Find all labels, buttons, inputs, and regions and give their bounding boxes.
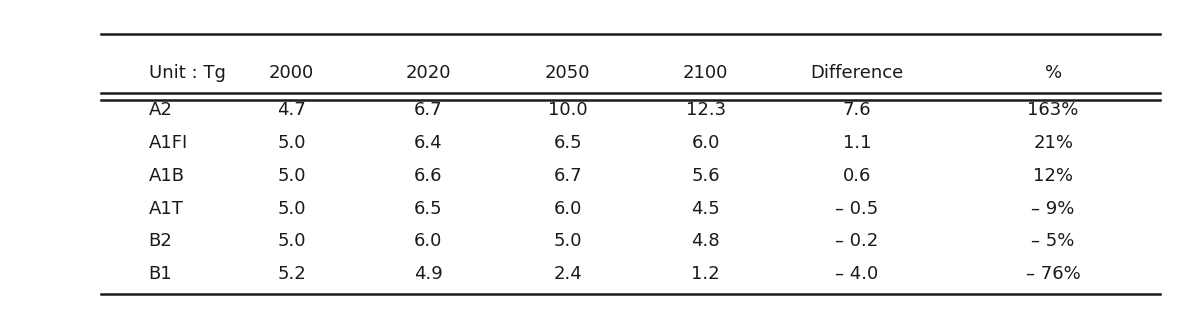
- Text: 7.6: 7.6: [843, 101, 871, 119]
- Text: 4.9: 4.9: [414, 265, 443, 283]
- Text: – 4.0: – 4.0: [835, 265, 878, 283]
- Text: 5.0: 5.0: [277, 167, 306, 185]
- Text: A1T: A1T: [149, 200, 183, 218]
- Text: A1FI: A1FI: [149, 134, 188, 152]
- Text: 0.6: 0.6: [843, 167, 871, 185]
- Text: 4.7: 4.7: [277, 101, 306, 119]
- Text: 12%: 12%: [1033, 167, 1073, 185]
- Text: %: %: [1045, 65, 1061, 83]
- Text: 5.0: 5.0: [277, 232, 306, 250]
- Text: 2050: 2050: [545, 65, 590, 83]
- Text: 1.2: 1.2: [691, 265, 720, 283]
- Text: – 9%: – 9%: [1032, 200, 1075, 218]
- Text: 5.0: 5.0: [277, 200, 306, 218]
- Text: 2100: 2100: [683, 65, 728, 83]
- Text: 10.0: 10.0: [547, 101, 588, 119]
- Text: 1.1: 1.1: [843, 134, 871, 152]
- Text: 6.0: 6.0: [553, 200, 582, 218]
- Text: 21%: 21%: [1033, 134, 1073, 152]
- Text: – 5%: – 5%: [1032, 232, 1075, 250]
- Text: 6.5: 6.5: [414, 200, 443, 218]
- Text: 2000: 2000: [269, 65, 314, 83]
- Text: 6.5: 6.5: [553, 134, 582, 152]
- Text: 4.8: 4.8: [691, 232, 720, 250]
- Text: B1: B1: [149, 265, 173, 283]
- Text: 6.0: 6.0: [414, 232, 443, 250]
- Text: 163%: 163%: [1027, 101, 1079, 119]
- Text: 4.5: 4.5: [691, 200, 720, 218]
- Text: – 76%: – 76%: [1026, 265, 1081, 283]
- Text: Difference: Difference: [810, 65, 903, 83]
- Text: 2020: 2020: [406, 65, 451, 83]
- Text: 6.4: 6.4: [414, 134, 443, 152]
- Text: 5.0: 5.0: [277, 134, 306, 152]
- Text: A2: A2: [149, 101, 173, 119]
- Text: Unit : Tg: Unit : Tg: [149, 65, 226, 83]
- Text: 6.0: 6.0: [691, 134, 720, 152]
- Text: 5.0: 5.0: [553, 232, 582, 250]
- Text: – 0.5: – 0.5: [835, 200, 878, 218]
- Text: 12.3: 12.3: [685, 101, 726, 119]
- Text: 6.7: 6.7: [414, 101, 443, 119]
- Text: B2: B2: [149, 232, 173, 250]
- Text: 6.7: 6.7: [553, 167, 582, 185]
- Text: 6.6: 6.6: [414, 167, 443, 185]
- Text: – 0.2: – 0.2: [835, 232, 878, 250]
- Text: 5.2: 5.2: [277, 265, 306, 283]
- Text: A1B: A1B: [149, 167, 184, 185]
- Text: 5.6: 5.6: [691, 167, 720, 185]
- Text: 2.4: 2.4: [553, 265, 582, 283]
